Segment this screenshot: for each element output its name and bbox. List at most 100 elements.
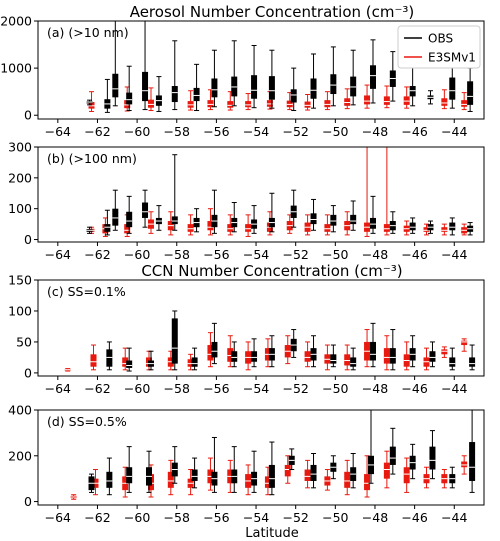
box-e3smv1 bbox=[245, 93, 252, 111]
box-e3smv1 bbox=[441, 346, 448, 358]
box-iqr bbox=[245, 224, 252, 232]
box-e3smv1 bbox=[423, 466, 430, 489]
box-iqr bbox=[90, 354, 97, 367]
box-obs bbox=[191, 457, 198, 489]
plot-frame bbox=[37, 146, 485, 243]
box-obs bbox=[330, 455, 337, 480]
x-tick-label: −62 bbox=[84, 124, 110, 139]
box-obs bbox=[330, 205, 337, 233]
box-iqr bbox=[330, 214, 337, 226]
box-iqr bbox=[467, 81, 474, 105]
x-tick-label: −62 bbox=[84, 510, 110, 525]
x-tick-label: −44 bbox=[441, 124, 467, 139]
plot-area bbox=[64, 310, 476, 372]
x-tick-label: −50 bbox=[322, 381, 348, 396]
box-e3smv1 bbox=[227, 214, 234, 236]
box-obs bbox=[155, 205, 162, 231]
box-obs bbox=[389, 51, 396, 102]
x-tick-label: −50 bbox=[322, 247, 348, 262]
legend-label: OBS bbox=[428, 32, 453, 46]
box-iqr bbox=[126, 211, 133, 228]
x-tick-label: −54 bbox=[243, 124, 269, 139]
box-iqr bbox=[191, 469, 198, 481]
series-obs bbox=[106, 310, 476, 372]
box-obs bbox=[350, 347, 357, 371]
x-tick-label: −60 bbox=[124, 381, 150, 396]
box-iqr bbox=[227, 224, 234, 232]
box-iqr bbox=[383, 348, 390, 364]
box-obs bbox=[251, 45, 258, 109]
box-e3smv1 bbox=[461, 223, 468, 236]
box-iqr bbox=[324, 100, 331, 108]
x-tick-label: −46 bbox=[401, 381, 427, 396]
y-tick-label: 150 bbox=[8, 273, 32, 288]
box-iqr bbox=[227, 101, 234, 108]
box-obs bbox=[310, 198, 317, 231]
box-e3smv1 bbox=[383, 147, 390, 236]
box-iqr bbox=[441, 349, 448, 355]
box-e3smv1 bbox=[441, 469, 448, 489]
x-tick-label: −48 bbox=[362, 381, 388, 396]
series-obs bbox=[86, 21, 474, 113]
box-e3smv1 bbox=[304, 94, 311, 111]
box-iqr bbox=[461, 461, 468, 468]
y-tick-label: 400 bbox=[8, 403, 32, 418]
box-iqr bbox=[330, 74, 337, 95]
x-tick-label: −56 bbox=[203, 247, 229, 262]
box-e3smv1 bbox=[284, 335, 291, 365]
box-iqr bbox=[369, 65, 376, 89]
x-tick-label: −48 bbox=[362, 124, 388, 139]
box-iqr bbox=[191, 357, 198, 367]
box-e3smv1 bbox=[344, 459, 351, 496]
box-obs bbox=[389, 427, 396, 475]
box-obs bbox=[449, 466, 456, 489]
y-tick-label: 0 bbox=[24, 365, 32, 380]
box-obs bbox=[467, 67, 474, 112]
box-iqr bbox=[231, 351, 238, 362]
box-obs bbox=[469, 410, 476, 493]
box-obs bbox=[449, 217, 456, 236]
y-tick-label: 1000 bbox=[0, 61, 32, 76]
series-e3smv1 bbox=[64, 329, 468, 372]
box-obs bbox=[112, 189, 119, 231]
x-tick-label: −60 bbox=[124, 247, 150, 262]
box-e3smv1 bbox=[364, 147, 371, 237]
box-obs bbox=[268, 441, 275, 496]
box-obs bbox=[193, 63, 200, 112]
box-e3smv1 bbox=[383, 450, 390, 489]
box-e3smv1 bbox=[187, 90, 194, 111]
box-e3smv1 bbox=[70, 494, 77, 500]
box-iqr bbox=[344, 354, 351, 366]
box-e3smv1 bbox=[364, 329, 371, 368]
box-iqr bbox=[106, 349, 113, 367]
panel-label: (b) (>100 nm) bbox=[47, 151, 137, 166]
box-e3smv1 bbox=[324, 214, 331, 236]
box-obs bbox=[409, 443, 416, 480]
box-iqr bbox=[126, 92, 133, 105]
box-obs bbox=[350, 49, 357, 106]
box-iqr bbox=[268, 464, 275, 488]
box-iqr bbox=[310, 464, 317, 481]
box-iqr bbox=[304, 351, 311, 362]
panel-2: −64 −62 −60 −58 −56 −54 −52 −50 −48 −46 −44 0 50 100 1… bbox=[8, 273, 485, 396]
box-iqr bbox=[171, 216, 178, 225]
box-e3smv1 bbox=[324, 469, 331, 491]
box-obs bbox=[171, 310, 178, 371]
box-obs bbox=[427, 220, 434, 234]
box-iqr bbox=[449, 357, 456, 367]
box-obs bbox=[88, 473, 95, 493]
panel-3: −64 −62 −60 −58 −56 −54 −52 −50 −48 −46 −44 0 200 400… bbox=[8, 403, 485, 525]
box-obs bbox=[288, 448, 295, 471]
box-e3smv1 bbox=[147, 211, 154, 234]
x-tick-label: −54 bbox=[243, 381, 269, 396]
box-obs bbox=[429, 341, 436, 368]
x-tick-label: −46 bbox=[401, 510, 427, 525]
box-iqr bbox=[245, 101, 252, 108]
box-obs bbox=[368, 410, 375, 484]
box-e3smv1 bbox=[90, 344, 97, 371]
y-tick-label: 2000 bbox=[0, 14, 32, 29]
box-e3smv1 bbox=[383, 335, 390, 371]
box-iqr bbox=[461, 340, 468, 346]
box-iqr bbox=[469, 442, 476, 481]
box-obs bbox=[290, 189, 297, 228]
